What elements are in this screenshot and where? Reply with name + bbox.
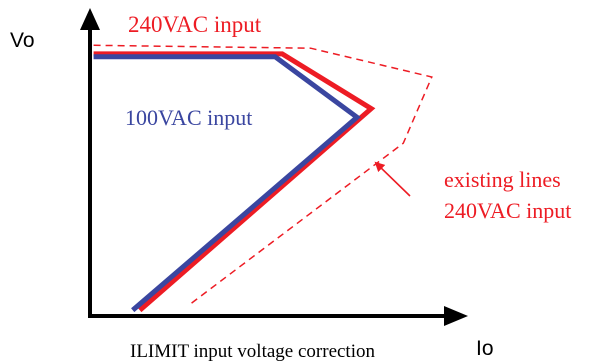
axes: [80, 8, 468, 326]
x-axis-arrowhead: [444, 306, 468, 326]
x-axis-label: Io: [476, 337, 494, 360]
y-axis-arrowhead: [80, 8, 100, 30]
label-existing-240vac: 240VAC input: [444, 198, 571, 223]
label-240vac-input: 240VAC input: [128, 12, 262, 37]
label-existing-lines: existing lines: [444, 167, 561, 192]
label-100vac-input: 100VAC input: [125, 105, 252, 130]
series-line-100vac-input: [93, 54, 362, 313]
caption: ILIMIT input voltage correction: [130, 341, 375, 362]
y-axis-label: Vo: [10, 29, 35, 52]
existing-lines-pointer-arrow: [374, 161, 411, 197]
series-line-existing-lines-240vac-input-dashed: [93, 44, 433, 306]
series-line-240vac-input: [93, 51, 376, 313]
series-layer: [93, 44, 433, 313]
